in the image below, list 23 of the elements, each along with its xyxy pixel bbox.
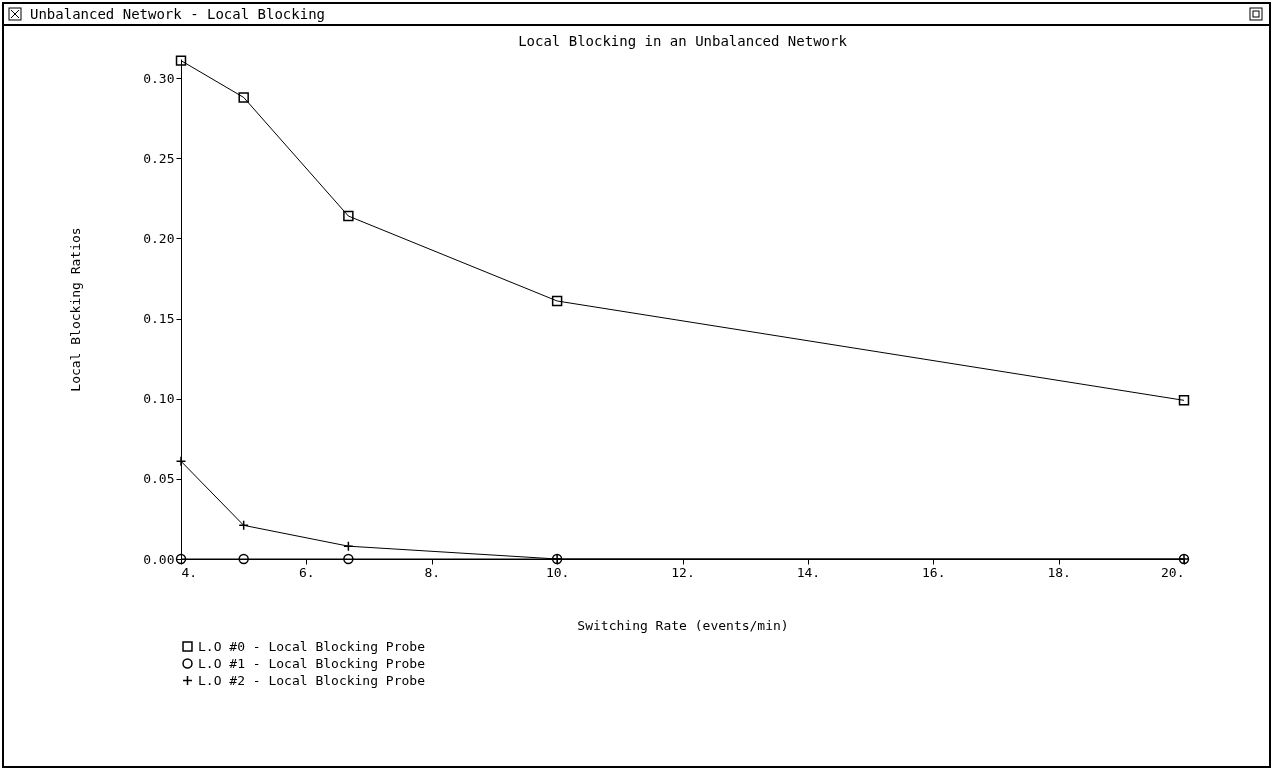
x-tick-label: 12.: [671, 564, 695, 580]
x-tick-label: 20.: [1161, 564, 1185, 580]
x-tick-label: 14.: [796, 564, 821, 580]
y-tick-label: 0.00: [143, 551, 175, 567]
x-axis-title: Switching Rate (events/min): [577, 617, 789, 633]
text: Unbalanced Network - Local Blocking: [30, 6, 326, 22]
y-tick-label: 0.30: [143, 70, 175, 86]
y-tick-label: 0.05: [143, 471, 175, 487]
x-tick-label: 16.: [922, 564, 946, 580]
x-tick-label: 10.: [545, 564, 570, 580]
y-tick-label: 0.25: [143, 150, 175, 166]
y-tick-label: 0.20: [143, 230, 175, 246]
y-tick-label: 0.10: [143, 391, 175, 407]
x-tick-label: 18.: [1047, 564, 1071, 580]
y-axis-title: Local Blocking Ratios: [68, 227, 84, 392]
y-tick-label: 0.15: [143, 311, 175, 327]
legend-label: L.O #1 - Local Blocking Probe: [198, 655, 426, 671]
legend-label: L.O #0 - Local Blocking Probe: [198, 638, 426, 654]
chart-title: Local Blocking in an Unbalanced Network: [518, 33, 848, 50]
legend-label: L.O #2 - Local Blocking Probe: [198, 672, 426, 688]
x-tick-label: 8.: [424, 564, 441, 580]
x-tick-label: 6.: [299, 564, 315, 580]
x-tick-label: 4.: [181, 564, 198, 580]
